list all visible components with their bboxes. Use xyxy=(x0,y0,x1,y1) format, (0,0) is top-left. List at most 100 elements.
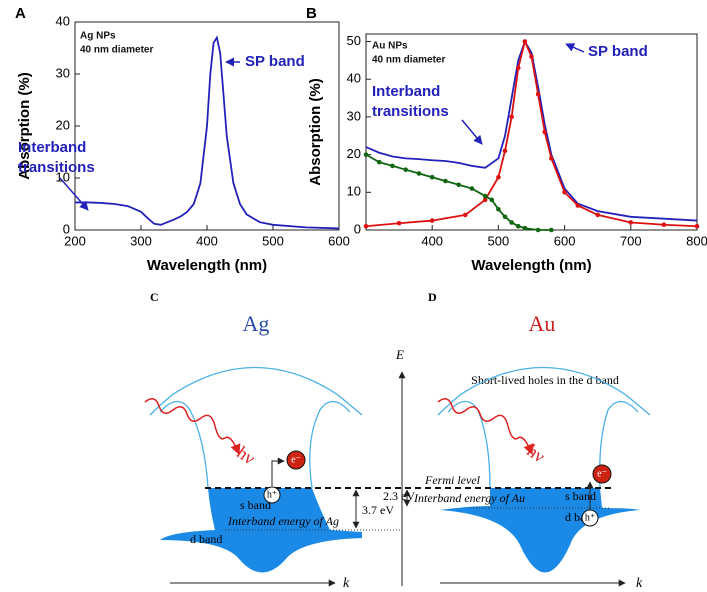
data-point xyxy=(522,225,528,231)
hole xyxy=(263,486,281,504)
annotation: transitions xyxy=(372,103,449,120)
metal-title: Au xyxy=(529,311,556,336)
photon-arrow xyxy=(144,398,241,455)
data-point xyxy=(363,223,369,229)
data-point xyxy=(429,218,435,223)
data-line xyxy=(365,38,698,228)
data-point xyxy=(515,65,521,71)
data-point xyxy=(502,214,508,220)
y-tick-label: 20 xyxy=(56,117,70,132)
y-tick-label: 40 xyxy=(56,13,70,28)
y-tick-label: 40 xyxy=(347,71,361,86)
y-tick-label: 20 xyxy=(347,146,361,161)
y-tick-label: 0 xyxy=(63,221,70,236)
panel-label: C xyxy=(150,290,159,304)
x-tick-label: 400 xyxy=(421,233,443,248)
electron-label: e⁻ xyxy=(597,468,607,479)
data-point xyxy=(535,227,541,233)
band-label: s band xyxy=(240,498,271,512)
photon-label: hν xyxy=(233,442,259,468)
metal-title: Ag xyxy=(243,311,270,336)
data-point xyxy=(443,178,448,184)
data-point xyxy=(509,220,514,225)
gap-label: 3.7 eV xyxy=(362,503,394,517)
x-tick-label: 500 xyxy=(262,233,284,248)
hole-label: h⁺ xyxy=(267,489,277,500)
x-tick-label: 400 xyxy=(196,233,218,248)
data-point xyxy=(363,152,369,157)
annotation: Ag NPs xyxy=(80,31,116,42)
data-point xyxy=(482,193,488,199)
y-tick-label: 30 xyxy=(347,108,361,123)
fermi-label: Fermi level xyxy=(424,473,481,487)
annotation-arrow xyxy=(565,43,585,53)
annotation: transitions xyxy=(18,159,95,176)
data-point xyxy=(529,54,534,59)
data-point xyxy=(562,190,567,195)
data-point xyxy=(403,167,409,172)
data-point xyxy=(489,197,495,203)
y-tick-label: 10 xyxy=(56,169,70,184)
x-tick-label: 800 xyxy=(686,233,707,248)
data-point xyxy=(595,212,600,218)
x-tick-label: 600 xyxy=(328,233,350,248)
data-point xyxy=(502,148,508,154)
axis-label: k xyxy=(636,576,643,591)
data-point xyxy=(694,223,700,229)
y-axis-label: Absorption (%) xyxy=(16,72,33,179)
data-point xyxy=(376,159,382,165)
y-axis-label: Absorption (%) xyxy=(307,78,324,185)
data-point xyxy=(575,203,581,208)
annotation: Interband xyxy=(18,139,86,156)
x-tick-label: 300 xyxy=(130,233,152,248)
annotation: SP band xyxy=(588,43,648,60)
electron xyxy=(286,450,306,470)
data-point xyxy=(463,212,468,218)
y-tick-label: 50 xyxy=(347,33,361,48)
s-band-curve xyxy=(149,366,363,489)
data-point xyxy=(396,220,402,226)
x-tick-label: 700 xyxy=(620,233,642,248)
annotation: Interband xyxy=(372,83,440,100)
band-label: d band xyxy=(190,532,222,546)
data-point xyxy=(456,182,461,188)
data-point xyxy=(549,156,554,161)
data-point xyxy=(522,39,528,44)
data-point xyxy=(535,92,541,97)
interband-label: Interband energy of Au xyxy=(413,491,525,505)
band-diagram: C D Ag Au E Short-lived holes in the d b… xyxy=(144,290,651,591)
data-point xyxy=(482,197,488,203)
annotation: SP band xyxy=(245,53,305,70)
hole-label: h⁺ xyxy=(585,512,595,523)
data-point xyxy=(429,174,435,180)
band-label: s band xyxy=(565,489,596,503)
annotation-arrow xyxy=(59,177,89,211)
electron xyxy=(592,464,612,484)
x-axis-label: Wavelength (nm) xyxy=(147,257,267,274)
axis-label: k xyxy=(343,576,350,591)
x-tick-label: 500 xyxy=(488,233,510,248)
annotation: 40 nm diameter xyxy=(80,45,153,56)
panel-label: B xyxy=(306,5,317,22)
data-point xyxy=(416,171,422,176)
y-tick-label: 30 xyxy=(56,65,70,80)
data-point xyxy=(496,206,501,212)
data-point xyxy=(661,222,667,228)
data-point xyxy=(509,114,514,120)
plot-frame xyxy=(365,33,698,231)
data-point xyxy=(549,227,554,233)
data-point xyxy=(390,163,395,169)
annotation: Au NPs xyxy=(372,41,408,52)
y-tick-label: 0 xyxy=(354,221,361,236)
photon-arrow xyxy=(437,398,534,455)
panel-label: A xyxy=(15,5,26,22)
x-tick-label: 600 xyxy=(554,233,576,248)
data-point xyxy=(515,223,521,229)
data-point xyxy=(542,129,548,135)
x-tick-label: 200 xyxy=(64,233,86,248)
y-tick-label: 10 xyxy=(347,184,361,199)
data-point xyxy=(628,220,634,225)
panel-label: D xyxy=(428,290,437,304)
